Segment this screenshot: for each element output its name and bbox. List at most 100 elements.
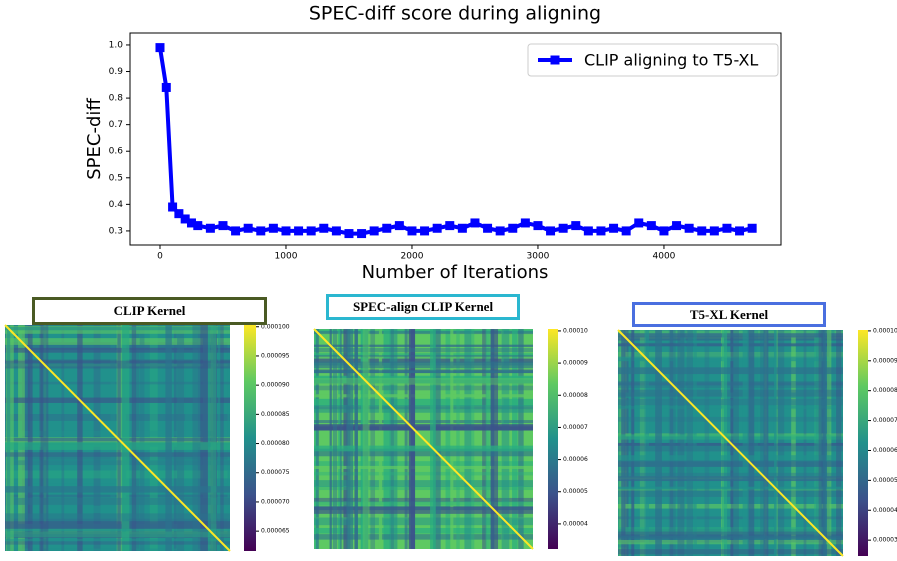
heatmap-stripe: [314, 420, 533, 424]
point: [168, 202, 178, 212]
colorbar-tick-label: 0.00007: [563, 424, 588, 431]
heatmap-stripe: [314, 506, 533, 514]
heatmap-stripe: [822, 330, 827, 556]
heatmap-stripe: [27, 325, 33, 551]
legend-marker: [550, 55, 560, 65]
point: [684, 223, 694, 233]
heatmap-stripe: [5, 531, 230, 538]
heatmap-stripe: [314, 358, 533, 363]
point: [193, 221, 203, 231]
heatmap-stripe: [314, 329, 318, 549]
heatmap-stripe: [316, 329, 320, 549]
heatmap-stripe: [5, 497, 230, 505]
point: [281, 226, 291, 236]
point: [457, 223, 467, 233]
colorbar-tick-label: 0.000095: [261, 352, 290, 359]
heatmap-stripe: [192, 325, 201, 551]
heatmap-stripe: [777, 330, 785, 556]
heatmap-stripe: [5, 452, 230, 457]
heatmap-stripe: [456, 329, 460, 549]
heatmap-stripe: [618, 527, 843, 535]
heatmap-stripe: [618, 486, 843, 490]
point: [268, 223, 278, 233]
colorbar-tick-label: 0.000070: [261, 498, 290, 505]
heatmap-stripe: [693, 330, 697, 556]
point: [432, 223, 442, 233]
point: [520, 218, 530, 228]
heatmap-stripe: [5, 397, 230, 403]
heatmap-stripe: [618, 488, 843, 491]
colorbar-tick-label: 0.000100: [261, 323, 290, 330]
point: [609, 223, 619, 233]
heatmap-stripe: [704, 330, 710, 556]
heatmap-stripe: [5, 442, 230, 450]
point: [634, 218, 644, 228]
heatmap-stripe: [314, 486, 533, 491]
heatmap-stripe: [618, 381, 843, 388]
heatmap-stripe: [618, 443, 843, 452]
heatmap-stripe: [314, 527, 533, 534]
y-tick-label: 0.4: [109, 200, 124, 210]
heatmap-stripe: [644, 330, 650, 556]
heatmap-stripe: [314, 394, 533, 398]
heatmap-stripe: [314, 497, 533, 503]
colorbar-tick-label: 0.000090: [261, 382, 290, 389]
legend: CLIP aligning to T5-XL: [527, 43, 779, 77]
heatmap-title: T5-XL Kernel: [632, 302, 826, 327]
point: [596, 226, 606, 236]
heatmap-stripe: [314, 398, 533, 406]
point: [306, 226, 316, 236]
colorbar-tick-label: 0.00004: [873, 507, 897, 514]
point: [747, 223, 757, 233]
heatmap-stripe: [314, 471, 533, 476]
colorbar-tick-label: 0.00005: [563, 488, 588, 495]
heatmap-stripe: [803, 330, 807, 556]
heatmap-stripe: [827, 330, 832, 556]
heatmap-stripe: [329, 329, 332, 549]
heatmap-stripe: [389, 329, 398, 549]
heatmap-stripe: [618, 490, 843, 497]
colorbar-tick-label: 0.00005: [873, 477, 897, 484]
point: [495, 226, 505, 236]
colorbar-tick-label: 0.00006: [563, 456, 588, 463]
heatmap-stripe: [775, 330, 779, 556]
point: [161, 82, 171, 92]
heatmap-diagonal: [4, 324, 231, 552]
heatmap-stripe: [464, 329, 472, 549]
heatmap-stripe: [355, 329, 358, 549]
heatmap-stripe: [210, 325, 217, 551]
heatmap-title: SPEC-align CLIP Kernel: [326, 294, 520, 320]
heatmap-stripe: [408, 329, 416, 549]
heatmap-stripe: [618, 351, 843, 359]
heatmap-stripe: [200, 325, 208, 551]
heatmap-stripe: [731, 330, 739, 556]
heatmap-stripe: [618, 535, 843, 540]
heatmap-stripe: [618, 549, 843, 555]
heatmap-stripe: [217, 325, 221, 551]
legend-frame: [527, 43, 779, 77]
point: [174, 209, 184, 219]
heatmap-stripe: [343, 329, 348, 549]
colorbar-tick-label: 0.000080: [261, 440, 290, 447]
heatmap-stripe: [314, 370, 533, 374]
heatmap-stripe: [5, 528, 230, 532]
heatmap-stripe: [314, 361, 533, 369]
x-tick-label: 2000: [401, 252, 424, 262]
point: [571, 221, 581, 231]
heatmap-stripe: [5, 486, 230, 493]
heatmap-stripe: [668, 330, 676, 556]
point: [621, 226, 631, 236]
heatmap-diagonal: [313, 328, 534, 550]
heatmap-stripe: [5, 360, 230, 369]
heatmap-stripe: [314, 331, 533, 335]
point: [243, 223, 253, 233]
point: [558, 223, 568, 233]
heatmap-stripe: [618, 356, 843, 362]
heatmap-stripe: [5, 347, 230, 353]
y-tick-label: 0.7: [109, 120, 123, 130]
heatmap-stripe: [618, 465, 843, 471]
heatmap-stripe: [501, 329, 510, 549]
heatmap-stripe: [338, 329, 342, 549]
heatmap-stripe: [670, 330, 674, 556]
